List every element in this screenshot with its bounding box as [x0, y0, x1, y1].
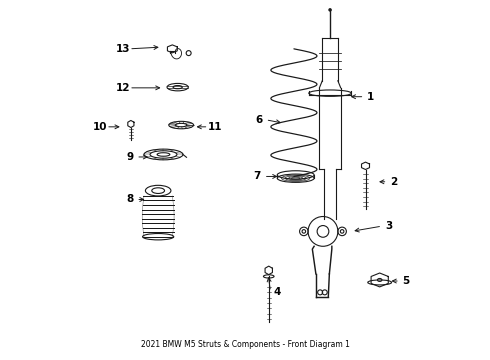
Text: 2021 BMW M5 Struts & Components - Front Diagram 1: 2021 BMW M5 Struts & Components - Front …	[141, 341, 349, 350]
Text: 2: 2	[390, 177, 397, 187]
Text: 7: 7	[254, 171, 261, 181]
Text: 3: 3	[385, 221, 392, 231]
Text: 6: 6	[256, 115, 263, 125]
Text: 12: 12	[116, 83, 130, 93]
Text: 10: 10	[93, 122, 107, 132]
Text: 13: 13	[116, 44, 130, 54]
Text: 4: 4	[273, 287, 281, 297]
Text: 1: 1	[367, 92, 374, 102]
Text: 9: 9	[126, 152, 133, 162]
Text: 11: 11	[208, 122, 222, 132]
Text: 5: 5	[403, 276, 410, 286]
Text: 8: 8	[126, 194, 133, 204]
Circle shape	[329, 9, 331, 11]
